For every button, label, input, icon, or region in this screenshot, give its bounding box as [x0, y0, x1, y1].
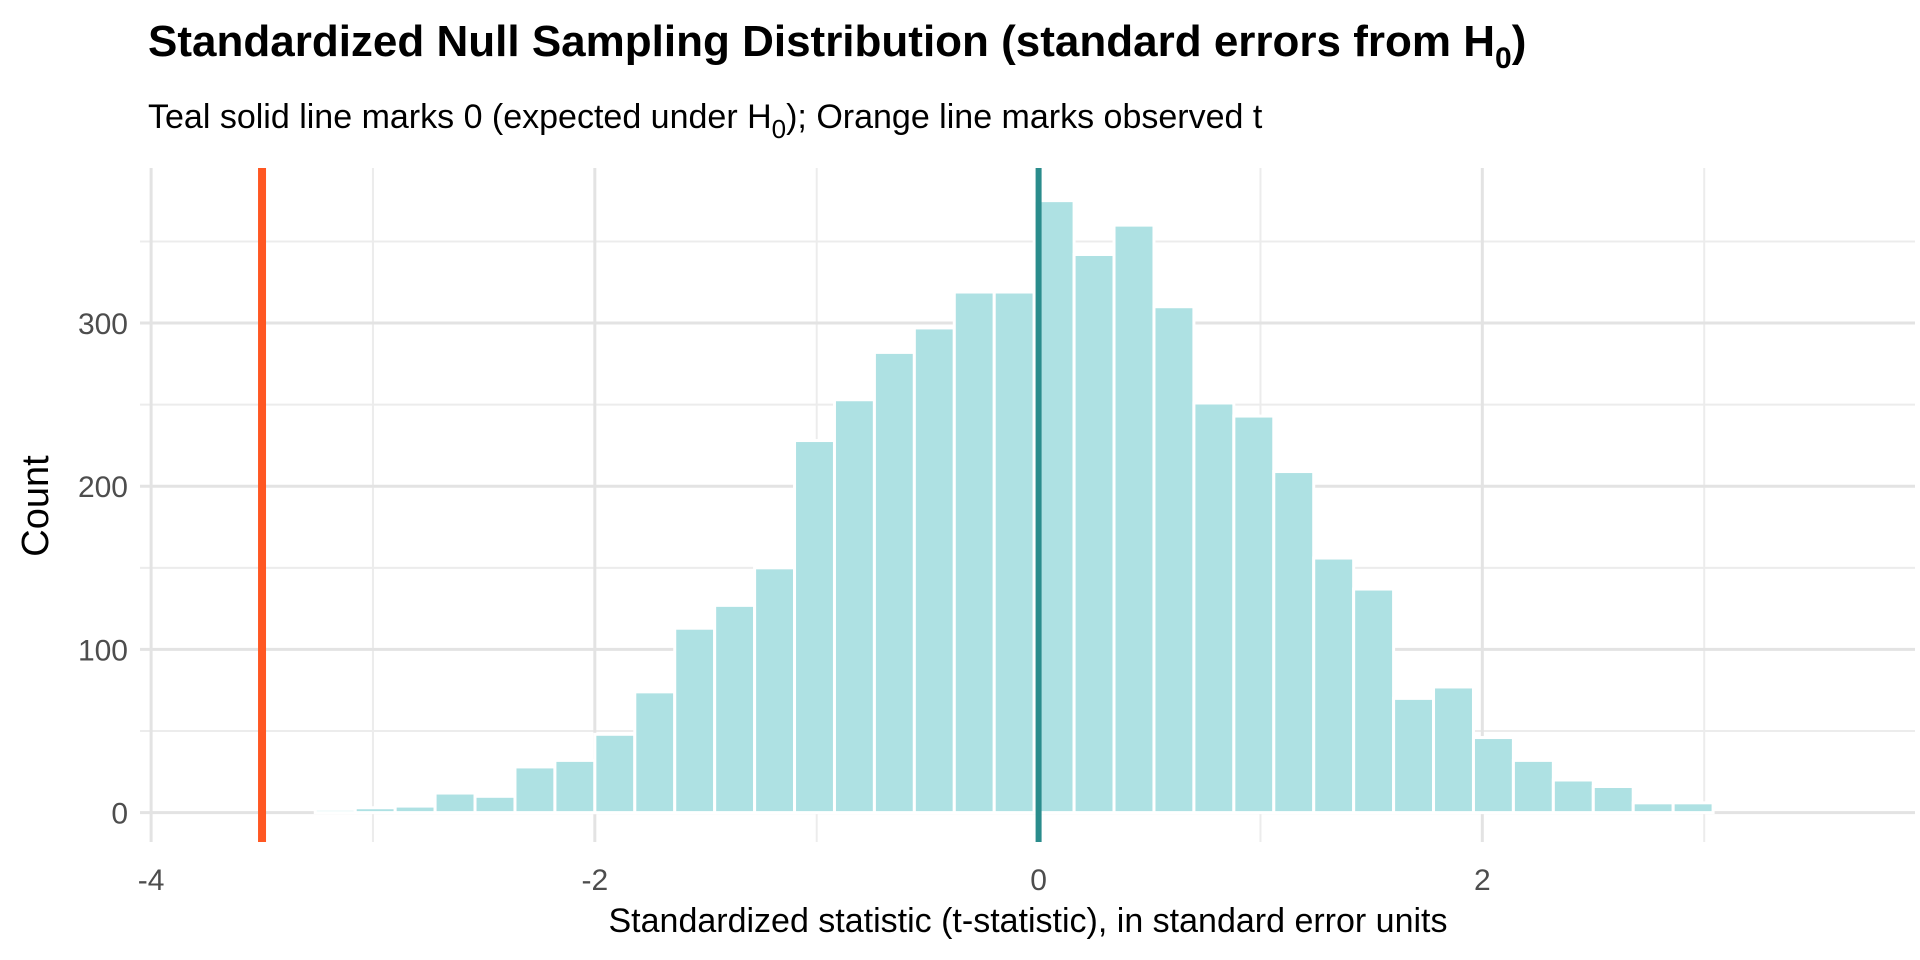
histogram-bar — [793, 439, 836, 815]
histogram-bar — [473, 794, 517, 815]
y-axis-ticks: 0 100 200 300 — [78, 308, 128, 831]
x-tick-label: 2 — [1474, 864, 1491, 897]
histogram-bar — [1192, 401, 1236, 815]
histogram-bar — [912, 326, 956, 815]
histogram-bar — [832, 398, 876, 815]
x-tick-label: 0 — [1030, 864, 1047, 897]
histogram-bar — [753, 566, 797, 815]
histogram-bars — [313, 199, 1715, 815]
histogram-bar — [1671, 801, 1715, 815]
histogram-bar — [393, 804, 437, 815]
histogram-bar — [553, 758, 597, 815]
histogram-bar — [673, 626, 717, 815]
x-tick-label: -2 — [582, 864, 609, 897]
histogram-bar — [1112, 223, 1156, 815]
histogram-bar — [1511, 758, 1555, 815]
y-tick-label: 200 — [78, 471, 128, 504]
y-tick-label: 0 — [111, 798, 128, 831]
histogram-bar — [593, 732, 637, 815]
reference-lines — [258, 168, 1042, 842]
x-tick-label: -4 — [138, 864, 165, 897]
histogram-bar — [1551, 778, 1595, 815]
histogram-bar — [1471, 736, 1515, 815]
histogram-bar — [872, 350, 916, 815]
y-axis-label: Count — [15, 455, 57, 557]
histogram-bar — [992, 290, 1036, 815]
histogram-bar — [633, 690, 677, 815]
histogram-bar — [1432, 685, 1475, 815]
histogram-bar — [513, 765, 557, 815]
x-axis-label: Standardized statistic (t-statistic), in… — [609, 902, 1448, 940]
histogram-bar — [353, 806, 397, 815]
histogram-bar — [1232, 414, 1276, 815]
y-tick-label: 300 — [78, 308, 128, 341]
chart-subtitle: Teal solid line marks 0 (expected under … — [148, 98, 1263, 144]
histogram-bar — [1591, 785, 1635, 815]
histogram-bar — [1072, 252, 1116, 815]
histogram-bar — [1272, 470, 1316, 815]
histogram-bar — [313, 807, 357, 815]
histogram-bar — [1352, 587, 1396, 815]
histogram-bar — [1392, 696, 1436, 815]
histogram-bar — [433, 791, 477, 815]
histogram-bar — [952, 290, 996, 815]
histogram-bar — [1312, 556, 1356, 815]
chart-title: Standardized Null Sampling Distribution … — [148, 17, 1526, 75]
x-axis-ticks: -4 -2 0 2 — [138, 864, 1491, 897]
histogram-bar — [1631, 801, 1675, 815]
y-tick-label: 100 — [78, 634, 128, 667]
histogram-bar — [713, 603, 757, 815]
histogram-bar — [1152, 305, 1196, 815]
